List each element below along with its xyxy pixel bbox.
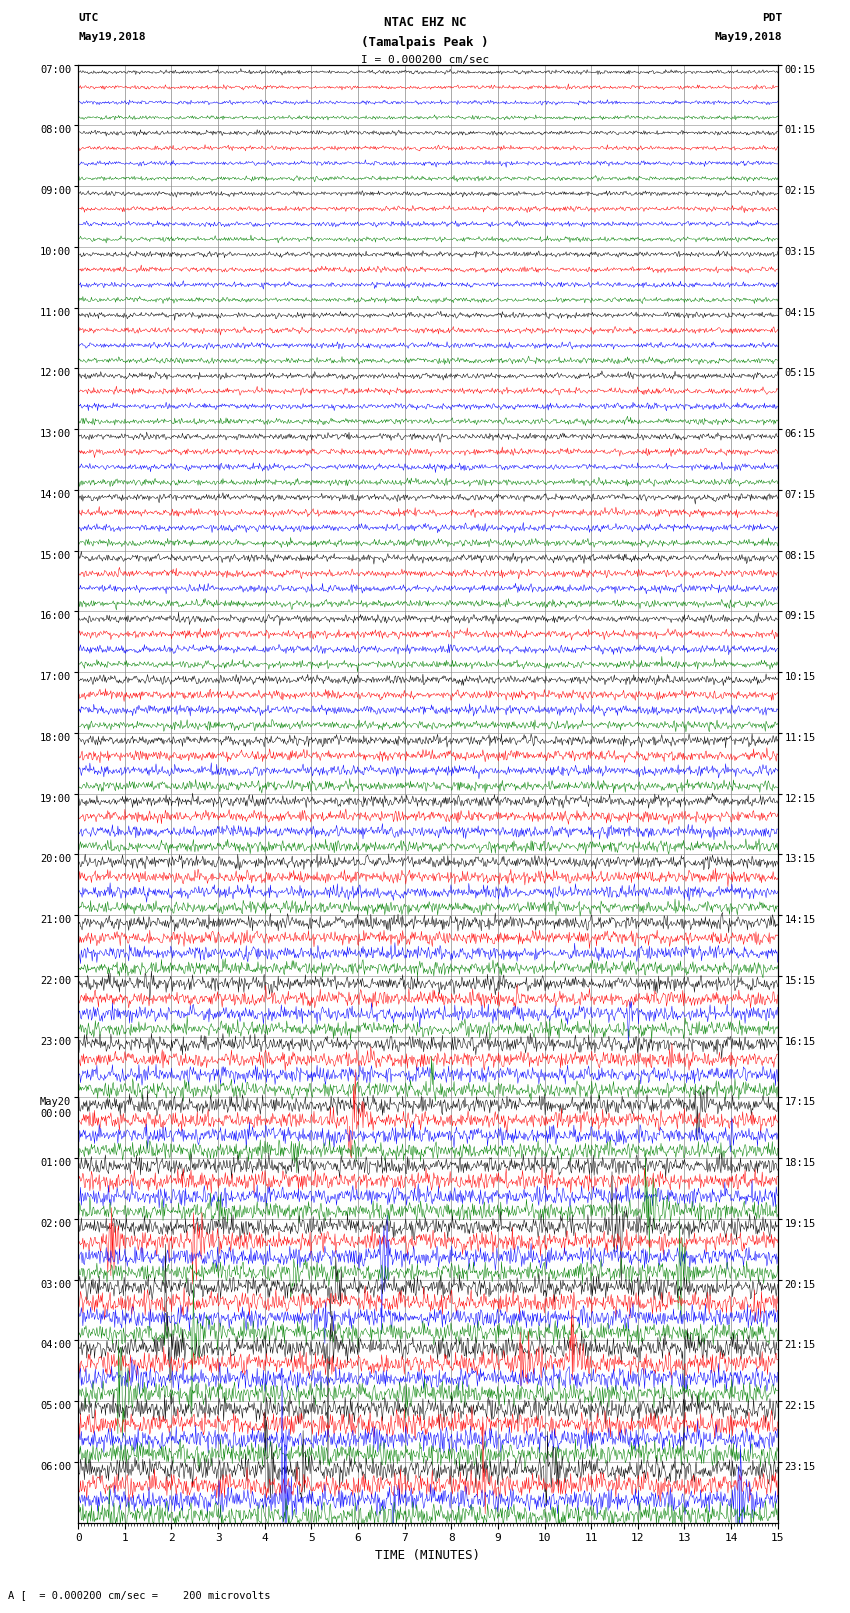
Text: UTC: UTC (78, 13, 99, 23)
Text: May19,2018: May19,2018 (78, 32, 145, 42)
Text: I = 0.000200 cm/sec: I = 0.000200 cm/sec (361, 55, 489, 65)
X-axis label: TIME (MINUTES): TIME (MINUTES) (376, 1548, 480, 1561)
Text: A [  = 0.000200 cm/sec =    200 microvolts: A [ = 0.000200 cm/sec = 200 microvolts (8, 1590, 271, 1600)
Text: PDT: PDT (762, 13, 782, 23)
Text: NTAC EHZ NC: NTAC EHZ NC (383, 16, 467, 29)
Text: (Tamalpais Peak ): (Tamalpais Peak ) (361, 35, 489, 48)
Text: May19,2018: May19,2018 (715, 32, 782, 42)
